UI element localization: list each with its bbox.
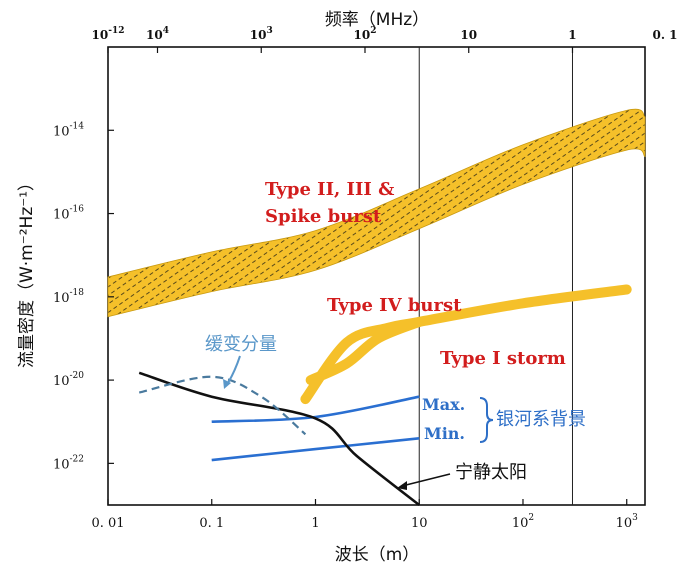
x-tick-label-4: 102 [512, 513, 534, 531]
annotation-type-i-storm: Type I storm [440, 348, 566, 369]
quiet-sun-pointer-head [397, 481, 407, 490]
line-series-2 [300, 284, 632, 405]
point-series-6-1 [211, 376, 213, 378]
line-series-6 [138, 375, 307, 436]
line-series-5 [138, 371, 421, 507]
brace-icon [479, 397, 494, 443]
annotation-galactic-background: 银河系背景 [496, 409, 586, 430]
y-tick-label-0: 10-14 [53, 121, 84, 139]
annotation-min: Min. [424, 424, 465, 443]
x-top-tick-label-1: 104 [146, 26, 169, 42]
x-axis-title: 波长（m） [335, 545, 420, 565]
x-top-axis-title: 频率（MHz） [325, 10, 429, 30]
x-tick-label-5: 103 [616, 513, 639, 531]
x-top-tick-label-0: 10-12 [92, 26, 125, 42]
annotation-spike-burst: Spike burst [265, 206, 382, 227]
x-top-tick-label-2: 103 [250, 26, 273, 42]
x-top-tick-label-4: 10 [460, 28, 477, 42]
annotation-slowly-varying: 缓变分量 [205, 334, 277, 355]
y-tick-label-2: 10-18 [53, 288, 84, 306]
y-axis-title: 流量密度（W·m⁻²Hz⁻¹） [17, 174, 37, 368]
band-series-0 [107, 108, 646, 318]
x-tick-label-3: 10 [411, 516, 428, 531]
slowly-varying-pointer-head [223, 379, 231, 389]
x-top-tick-label-6: 0. 1 [652, 28, 677, 42]
x-tick-label-2: 1 [311, 516, 319, 531]
annotation-type-ii-iii: Type II, III & [265, 179, 394, 200]
line-series-4 [211, 437, 420, 462]
annotation-max: Max. [422, 395, 465, 414]
y-tick-label-3: 10-20 [53, 371, 84, 389]
y-tick-label-4: 10-22 [53, 454, 84, 472]
point-series-6-2 [260, 396, 262, 398]
plot-frame [107, 46, 646, 506]
x-top-tick-label-5: 1 [568, 28, 576, 42]
annotation-type-iv-burst: Type IV burst [327, 295, 462, 316]
x-tick-label-1: 0. 1 [199, 516, 224, 531]
quiet-sun-pointer [401, 473, 451, 487]
annotation-quiet-sun: 宁静太阳 [455, 462, 527, 483]
x-tick-label-0: 0. 01 [91, 516, 124, 531]
y-tick-label-1: 10-16 [53, 205, 84, 223]
